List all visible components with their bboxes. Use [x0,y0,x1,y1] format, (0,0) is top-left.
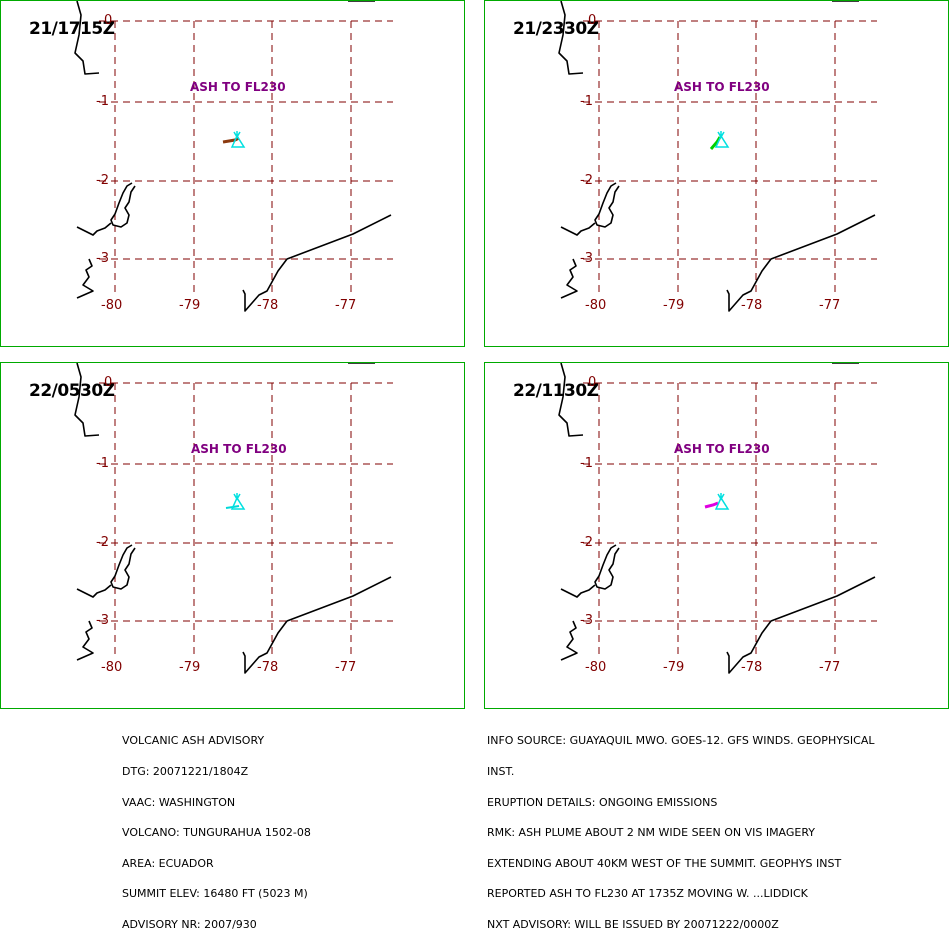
latitude-label: -2 [96,535,109,550]
coastline [76,222,112,236]
latitude-label: -3 [96,251,109,266]
coastline [110,544,136,590]
coastline [76,620,94,661]
ash-height-label: ASH TO FL230 [674,80,770,94]
coastline [76,584,112,598]
advisory-line: RMK: ASH PLUME ABOUT 2 NM WIDE SEEN ON V… [487,826,816,840]
border-line [242,214,392,312]
latitude-label: -2 [580,535,593,550]
advisory-line: VOLCANIC ASH ADVISORY [122,734,265,748]
latitude-label: -3 [580,613,593,628]
advisory-line: ADVISORY NR: 2007/930 [122,918,257,932]
longitude-label: -77 [335,660,357,675]
longitude-label: -77 [819,298,841,313]
coastline [560,258,578,299]
volcano-icon [714,131,730,148]
advisory-line: INST. [487,765,515,779]
coastline [560,620,578,661]
coastline [76,258,94,299]
advisory-line: VOLCANO: TUNGURAHUA 1502-08 [122,826,311,840]
longitude-label: -80 [101,298,123,313]
latitude-label: 0 [588,375,597,390]
coastline [74,363,100,437]
ash-plume [704,501,719,509]
panel-time-label: 21/1715Z [29,19,115,39]
volcano-icon [230,131,246,148]
border-line [242,576,392,674]
advisory-line: ERUPTION DETAILS: ONGOING EMISSIONS [487,795,718,809]
ash-height-label: ASH TO FL230 [674,442,770,456]
advisory-line: DTG: 20071221/1804Z [122,765,249,779]
forecast-panel: 22/1130Z ASH TO FL230 0 -1 -2 -3 -80 -79 -78 -77 [484,362,949,709]
advisory-line: SUMMIT ELEV: 16480 FT (5023 M) [122,887,308,901]
coastline [558,1,584,75]
latitude-label: 0 [104,375,113,390]
panel-time-label: 21/2330Z [513,19,599,39]
advisory-line: NXT ADVISORY: WILL BE ISSUED BY 20071222… [487,918,779,932]
map-canvas [74,1,393,312]
latitude-label: -2 [580,173,593,188]
latitude-label: -3 [580,251,593,266]
latitude-label: -1 [96,456,109,471]
forecast-panel: 22/0530Z ASH TO FL230 0 -1 -2 -3 -80 -79 -78 -77 [0,362,465,709]
forecast-panel: 21/2330Z ASH TO FL230 0 -1 -2 -3 -80 -79 -78 -77 [484,0,949,347]
longitude-label: -77 [819,660,841,675]
advisory-line: INFO SOURCE: GUAYAQUIL MWO. GOES-12. GFS… [487,734,875,748]
latitude-label: -1 [96,94,109,109]
longitude-label: -80 [101,660,123,675]
latitude-label: -2 [96,173,109,188]
advisory-text-right: INFO SOURCE: GUAYAQUIL MWO. GOES-12. GFS… [487,716,875,940]
longitude-label: -78 [741,298,763,313]
longitude-label: -77 [335,298,357,313]
volcano-icon [714,493,730,510]
latitude-label: -1 [580,456,593,471]
map-canvas [74,363,393,674]
coastline [594,544,620,590]
border-line [726,576,876,674]
latitude-label: -1 [580,94,593,109]
border-line [726,214,876,312]
advisory-line: AREA: ECUADOR [122,856,214,870]
map-canvas [558,1,877,312]
coastline [74,1,100,75]
advisory-text-left: VOLCANIC ASH ADVISORY DTG: 20071221/1804… [122,716,311,940]
longitude-label: -78 [741,660,763,675]
longitude-label: -80 [585,660,607,675]
ash-height-label: ASH TO FL230 [190,80,286,94]
volcano-icon [230,493,246,510]
advisory-line: EXTENDING ABOUT 40KM WEST OF THE SUMMIT.… [487,856,842,870]
longitude-label: -79 [663,298,685,313]
advisory-line: REPORTED ASH TO FL230 AT 1735Z MOVING W.… [487,887,808,901]
longitude-label: -79 [663,660,685,675]
coastline [110,182,136,228]
coastline [558,363,584,437]
longitude-label: -79 [179,660,201,675]
ash-height-label: ASH TO FL230 [191,442,287,456]
latitude-label: 0 [104,13,113,28]
coastline [560,584,596,598]
panel-time-label: 22/0530Z [29,381,115,401]
longitude-label: -80 [585,298,607,313]
latitude-label: 0 [588,13,597,28]
forecast-panel: 21/1715Z ASH TO FL230 0 -1 -2 -3 -80 -79 -78 -77 [0,0,465,347]
advisory-line: VAAC: WASHINGTON [122,795,236,809]
panel-time-label: 22/1130Z [513,381,599,401]
longitude-label: -78 [257,298,279,313]
map-canvas [558,363,877,674]
coastline [594,182,620,228]
latitude-label: -3 [96,613,109,628]
longitude-label: -79 [179,298,201,313]
coastline [560,222,596,236]
longitude-label: -78 [257,660,279,675]
